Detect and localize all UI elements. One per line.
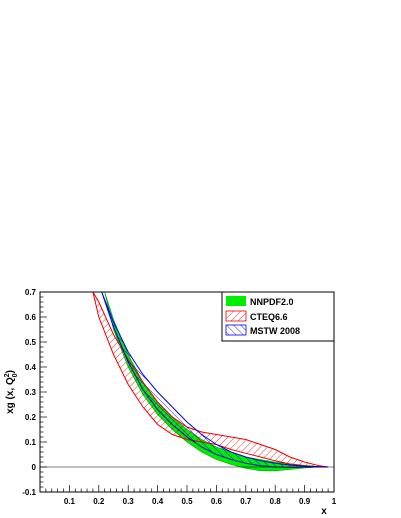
x-axis-label: x [321,506,327,517]
y-axis-label-main: xg (x, Q [5,377,16,414]
axes: 0.1 0.2 0.3 0.4 0.5 0.6 0.7 0.8 0.9 1 -0.1 0 0.1 0.2 0… [22,288,337,506]
x-tick-label: 0.8 [270,497,282,506]
x-tick-label: 1 [332,497,337,506]
x-tick-label: 0.1 [64,497,76,506]
y-axis-label-sup: 2 [4,373,11,377]
x-tick-label: 0.2 [93,497,105,506]
y-tick-label: 0.1 [25,438,37,447]
y-tick-label: -0.1 [22,488,36,497]
legend-swatch-nnpdf [226,296,246,306]
y-tick-label: 0.5 [25,338,37,347]
y-tick-label: 0.7 [25,288,37,297]
legend-swatch-cteq [225,310,247,322]
x-tick-label: 0.5 [181,497,193,506]
y-axis-label-tail: ) [5,370,16,373]
x-tick-label: 0.7 [240,497,252,506]
legend-label-nnpdf: NNPDF2.0 [250,297,294,307]
y-axis-label-sub: 0 [12,373,19,377]
y-tick-label: 0.4 [25,363,37,372]
x-tick-label: 0.6 [211,497,223,506]
x-tick-label: 0.4 [152,497,164,506]
x-tick-label: 0.3 [123,497,135,506]
legend-label-mstw: MSTW 2008 [250,326,300,336]
y-tick-label: 0 [32,463,37,472]
legend-swatch-mstw [225,324,247,336]
legend-label-cteq: CTEQ6.6 [250,312,288,322]
legend: NNPDF2.0 CTEQ6.6 MSTW 2008 [221,291,335,342]
y-axis-label: xg (x, Q20) [4,370,19,414]
y-tick-label: 0.2 [25,413,37,422]
x-tick-label: 0.9 [299,497,311,506]
y-tick-label: 0.3 [25,388,37,397]
plot-bands [40,292,334,472]
y-tick-label: 0.6 [25,313,37,322]
